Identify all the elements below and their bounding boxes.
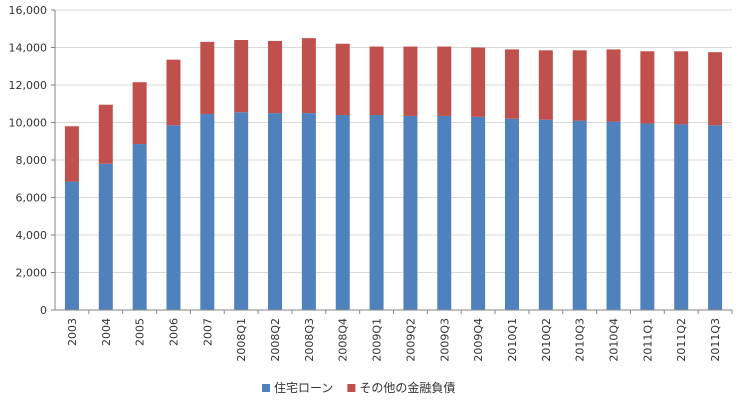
bar-segment: [572, 120, 587, 310]
bar-segment: [234, 40, 249, 113]
x-tick-label: 2008Q2: [269, 318, 282, 362]
x-tick-label: 2009Q1: [371, 318, 384, 362]
bar-segment: [268, 40, 283, 114]
y-tick-label: 12,000: [9, 79, 48, 92]
bar-segment: [200, 114, 215, 310]
y-tick-label: 10,000: [9, 117, 48, 130]
bar-segment: [538, 50, 553, 120]
x-tick-label: 2004: [100, 318, 113, 346]
x-tick-label: 2011Q1: [641, 318, 654, 362]
y-tick-label: 4,000: [16, 229, 48, 242]
bar-segment: [403, 46, 418, 116]
bar-segment: [437, 115, 452, 310]
bar-segment: [98, 104, 113, 164]
x-tick-label: 2003: [66, 318, 79, 346]
bar-segment: [708, 125, 723, 310]
bar-segment: [674, 124, 689, 310]
x-tick-label: 2009Q3: [438, 318, 451, 362]
y-axis-ticks: 0 2,000 4,000 6,000 8,000 10,000 12,000 14,000 1…: [9, 4, 55, 317]
x-tick-label: 2010Q3: [574, 318, 587, 362]
bar-segment: [98, 163, 113, 310]
bar-segment: [606, 121, 621, 310]
x-tick-label: 2006: [167, 318, 180, 346]
bar-segment: [132, 144, 147, 310]
bar-segment: [64, 181, 79, 310]
bar-segment: [403, 115, 418, 310]
x-tick-label: 2011Q2: [675, 318, 688, 362]
gridlines: [55, 9, 732, 311]
bar-segment: [64, 126, 79, 182]
x-tick-label: 2007: [201, 318, 214, 346]
bar-segment: [335, 115, 350, 310]
bar-segment: [674, 51, 689, 125]
x-axis-ticks: 2003 2004 2005 2006 2007 2008Q1 2008Q2 2008Q3 20…: [66, 310, 733, 362]
x-tick-label: 2010Q2: [540, 318, 553, 362]
y-tick-label: 0: [40, 304, 47, 317]
x-tick-label: 2010Q4: [608, 318, 621, 362]
bar-segment: [268, 113, 283, 310]
legend-swatch: [262, 384, 270, 392]
legend-label: その他の金融負債: [359, 380, 455, 395]
legend: 住宅ローン その他の金融負債: [262, 380, 455, 395]
bar-segment: [538, 119, 553, 310]
x-tick-label: 2010Q1: [506, 318, 519, 362]
bar-segment: [504, 49, 519, 119]
bar-segment: [369, 46, 384, 115]
bar-segment: [606, 49, 621, 122]
x-tick-label: 2011Q3: [709, 318, 722, 362]
x-tick-label: 2008Q3: [303, 318, 316, 362]
x-tick-label: 2008Q1: [235, 318, 248, 362]
x-tick-label: 2009Q2: [404, 318, 417, 362]
bar-segment: [301, 113, 316, 310]
bar-segment: [369, 115, 384, 310]
y-tick-label: 2,000: [16, 267, 48, 280]
bar-segment: [572, 50, 587, 121]
bar-segment: [708, 52, 723, 126]
bar-segment: [166, 59, 181, 126]
y-tick-label: 16,000: [9, 4, 48, 17]
bar-segment: [471, 116, 486, 310]
bar-segment: [437, 46, 452, 116]
bar-segment: [200, 41, 215, 115]
bar-segment: [234, 112, 249, 310]
y-tick-label: 6,000: [16, 192, 48, 205]
bar-segment: [471, 47, 486, 117]
x-tick-label: 2005: [134, 318, 147, 346]
bar-segment: [166, 125, 181, 310]
bar-segment: [640, 51, 655, 124]
bar-segment: [335, 43, 350, 115]
y-tick-label: 8,000: [16, 154, 48, 167]
bar-segment: [301, 38, 316, 114]
bar-segment: [504, 118, 519, 310]
bars: [64, 38, 723, 310]
x-tick-label: 2009Q4: [472, 318, 485, 362]
bar-segment: [640, 123, 655, 310]
x-tick-label: 2008Q4: [337, 318, 350, 362]
legend-swatch: [347, 384, 356, 392]
legend-label: 住宅ローン: [274, 380, 333, 395]
bar-segment: [132, 82, 147, 145]
y-tick-label: 14,000: [9, 42, 48, 55]
